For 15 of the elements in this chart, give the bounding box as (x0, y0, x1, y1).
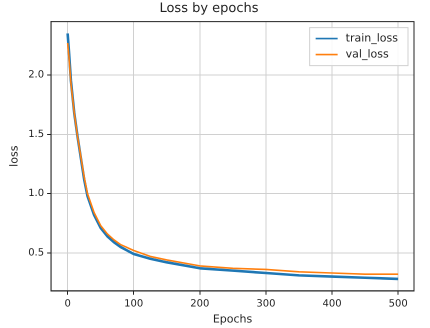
x-tick-label: 300 (256, 298, 276, 310)
x-tick-label: 200 (190, 298, 210, 310)
x-tick-label: 500 (388, 298, 408, 310)
legend-label: train_loss (346, 31, 398, 44)
x-tick-label: 0 (64, 298, 71, 310)
chart-title: Loss by epochs (159, 1, 259, 16)
y-axis-title: loss (7, 145, 20, 167)
x-axis-title: Epochs (212, 312, 253, 326)
y-tick-label: 2.0 (28, 70, 44, 81)
legend-label: val_loss (346, 47, 389, 60)
y-tick-label: 0.5 (28, 247, 44, 258)
x-tick-label: 100 (124, 298, 144, 310)
y-tick-label: 1.0 (28, 188, 44, 200)
x-tick-label: 400 (322, 298, 342, 310)
y-tick-label: 1.5 (28, 128, 44, 140)
